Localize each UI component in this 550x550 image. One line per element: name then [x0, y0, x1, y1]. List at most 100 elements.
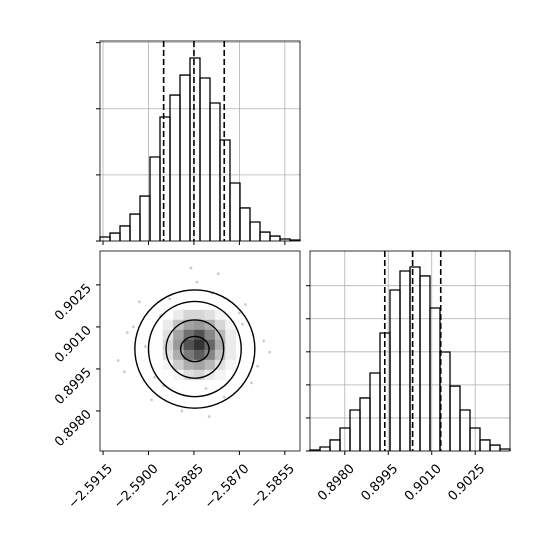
- scatter-point: [262, 339, 266, 343]
- density-cell: [204, 309, 216, 321]
- histogram-bin: [449, 385, 461, 451]
- y-tick-label: 0.8995: [52, 365, 95, 408]
- scatter-point: [180, 409, 184, 413]
- density-cell: [214, 319, 226, 331]
- scatter-point: [222, 395, 226, 399]
- density-cell: [173, 309, 184, 321]
- density-cell: [194, 339, 205, 351]
- x-tick-label: 0.9010: [402, 461, 445, 504]
- scatter-point: [150, 398, 153, 402]
- histogram-bin: [239, 207, 251, 241]
- scatter-point: [137, 300, 141, 304]
- axes-frame: [99, 250, 301, 452]
- histogram-bin: [109, 232, 121, 241]
- axes-frame: [309, 250, 511, 452]
- histogram-bin: [249, 221, 261, 241]
- x-tick-label: −2.5915: [66, 461, 116, 511]
- scatter-point: [244, 303, 247, 306]
- density-cell: [173, 359, 184, 371]
- density-cell: [163, 310, 174, 320]
- histogram-bin: [259, 231, 271, 241]
- scatter-point: [256, 364, 259, 368]
- histogram-bin: [399, 270, 411, 451]
- y-tick-label: 0.9025: [52, 281, 95, 324]
- density-cell: [194, 369, 205, 381]
- contour: [147, 300, 242, 398]
- histogram-bin: [169, 94, 181, 241]
- histogram-bin: [209, 102, 221, 241]
- x-tick-label: −2.5870: [202, 461, 252, 511]
- histogram-bin: [409, 266, 421, 451]
- scatter-point: [268, 350, 272, 354]
- x-tick-label: 0.9025: [445, 461, 488, 504]
- density-cell: [225, 349, 237, 361]
- x-tick-label: 0.8995: [359, 461, 402, 504]
- density-cell: [183, 309, 195, 321]
- density-cell: [225, 359, 237, 371]
- histogram-bin: [99, 236, 111, 241]
- density-cell: [183, 349, 195, 361]
- y-tick-label: 0.8980: [52, 407, 95, 450]
- density-cell: [204, 359, 216, 371]
- density-cell: [194, 309, 205, 321]
- histogram-bin: [489, 444, 501, 451]
- histogram-bin: [389, 289, 401, 451]
- density-cell: [225, 329, 237, 341]
- contour: [134, 289, 256, 409]
- density-cell: [183, 339, 195, 351]
- histogram-bin: [199, 77, 211, 241]
- y-tick-label: 0.9010: [52, 323, 95, 366]
- scatter-point: [131, 325, 135, 329]
- density-cell: [214, 339, 226, 351]
- density-cell: [162, 359, 174, 371]
- histogram-bin: [179, 74, 191, 241]
- x-tick-label: −2.5885: [157, 461, 207, 511]
- density-cell: [214, 369, 226, 381]
- density-cell: [183, 319, 195, 331]
- density-cell: [214, 349, 226, 361]
- scatter-point: [144, 345, 147, 348]
- density-cell: [162, 339, 174, 351]
- density-cell: [162, 319, 174, 331]
- density-cell: [204, 349, 216, 361]
- x-tick-label: 0.8980: [315, 461, 358, 504]
- histogram-bin: [159, 116, 171, 241]
- contour: [165, 319, 225, 379]
- density-cell: [162, 349, 174, 361]
- histogram-bin: [349, 409, 361, 451]
- histogram-bin: [359, 397, 371, 451]
- histogram-bin: [189, 57, 201, 241]
- scatter-point: [168, 297, 172, 301]
- scatter-point: [189, 266, 193, 270]
- histogram-bin: [419, 275, 431, 451]
- scatter-point: [207, 415, 211, 418]
- density-cell: [173, 329, 184, 341]
- density-cell: [194, 359, 205, 371]
- scatter-point: [241, 322, 244, 326]
- axes-frame: [99, 40, 301, 242]
- scatter-point: [250, 381, 253, 385]
- density-cell: [225, 339, 237, 351]
- histogram-bin: [319, 446, 331, 451]
- density-cell: [214, 309, 226, 321]
- scatter-point: [204, 387, 208, 390]
- x-tick-label: −2.5855: [247, 461, 297, 511]
- histogram-bin: [129, 213, 141, 241]
- histogram-bin: [229, 182, 241, 241]
- scatter-point: [195, 280, 199, 284]
- density-cell: [204, 339, 216, 351]
- scatter-point: [116, 359, 120, 362]
- histogram-bin: [269, 235, 281, 241]
- density-cell: [204, 319, 216, 331]
- density-cell: [204, 369, 216, 381]
- scatter-point: [237, 311, 241, 315]
- density-cell: [163, 370, 174, 380]
- density-cell: [194, 319, 205, 331]
- density-cell: [194, 349, 205, 361]
- scatter-point: [125, 331, 129, 334]
- density-cell: [173, 369, 184, 381]
- histogram-bin: [119, 225, 131, 241]
- density-cell: [173, 339, 184, 351]
